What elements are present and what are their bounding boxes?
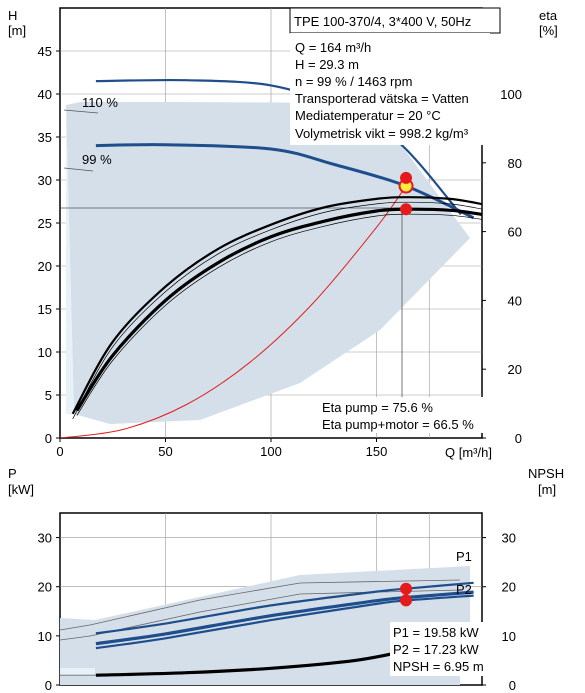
eta-readout-box <box>318 397 498 433</box>
npsh-curve <box>95 649 407 677</box>
h-tick-label: 15 <box>38 302 52 317</box>
eta-axis-label-line2: [%] <box>539 23 558 38</box>
title-box <box>289 7 501 34</box>
p2-text: P2 = 17.23 kW <box>393 642 479 657</box>
h-axis-label: H [m] <box>8 8 26 38</box>
npsh-text: NPSH = 6.95 m <box>393 659 484 674</box>
label-99: 99 % <box>82 152 112 167</box>
npsh-tick-label: 20 <box>502 580 516 595</box>
p1-text: P1 = 19.58 kW <box>393 625 479 640</box>
npsh-axis-label-line2: [m] <box>538 482 556 497</box>
info-box <box>290 33 490 145</box>
eta-total-curve-band <box>76 213 482 416</box>
power-chart: 0 10 20 30 0 10 20 30 P1 P2 P [kW] NPSH [m] P1 … <box>8 466 568 693</box>
npsh-axis-label: NPSH [m] <box>528 466 568 497</box>
h-tick-label: 35 <box>38 130 52 145</box>
eta-tick-label: 20 <box>508 362 522 377</box>
p-tick-label: 10 <box>38 629 52 644</box>
h-axis-label-line1: H <box>8 8 17 23</box>
info-line-fluid: Transporterad vätska = Vatten <box>295 91 469 106</box>
npsh-tick-label: 30 <box>502 531 516 546</box>
p1-point <box>400 582 413 595</box>
eta-tick-label: 60 <box>508 225 522 240</box>
npsh-tick-label: 0 <box>509 678 516 693</box>
eta-pump-curve <box>71 196 482 415</box>
eta-pump-point <box>400 171 413 184</box>
head-tick-labels: 0 5 10 15 20 25 30 35 40 45 0 50 100 150 0 20 40 60 80 100 <box>38 44 522 459</box>
info-line-temp: Mediatemperatur = 20 °C <box>295 108 441 123</box>
npsh-tick-label: 10 <box>502 629 516 644</box>
p2-point <box>400 594 413 607</box>
p-axis-label: P [kW] <box>8 466 34 497</box>
q-tick-label: 50 <box>158 444 172 459</box>
eta-axis-label: eta [%] <box>539 8 561 38</box>
chart-title: TPE 100-370/4, 3*400 V, 50Hz <box>294 14 471 29</box>
p2-label: P2 <box>456 582 472 597</box>
label-99-leader <box>63 167 94 172</box>
head-points <box>398 171 414 216</box>
q-tick-label: 150 <box>366 444 388 459</box>
power-readout: P1 = 19.58 kW P2 = 17.23 kW NPSH = 6.95 … <box>390 622 502 676</box>
system-curve <box>60 185 407 438</box>
label-110-leader <box>63 109 99 114</box>
h-tick-label: 40 <box>38 87 52 102</box>
eta-total-text: Eta pump+motor = 66.5 % <box>322 417 474 432</box>
h-tick-label: 25 <box>38 216 52 231</box>
p-tick-label: 0 <box>45 678 52 693</box>
eta-tick-label: 80 <box>508 156 522 171</box>
h-tick-label: 0 <box>45 431 52 446</box>
power-readout-box <box>390 622 502 676</box>
q-tick-label: 0 <box>56 444 63 459</box>
eta-total-curve <box>75 207 482 412</box>
eta-tick-label: 100 <box>500 87 522 102</box>
p1-label: P1 <box>456 549 472 564</box>
h-tick-label: 20 <box>38 259 52 274</box>
info-line-density: Volymetrisk vikt = 998.2 kg/m³ <box>295 126 469 141</box>
h-tick-label: 30 <box>38 173 52 188</box>
info-line-h: H = 29.3 m <box>295 57 359 72</box>
npsh-band <box>60 662 460 685</box>
head-light-area <box>66 105 74 414</box>
q-axis-label: Q [m³/h] <box>445 445 492 460</box>
eta-pump-text: Eta pump = 75.6 % <box>322 400 433 415</box>
label-110: 110 % <box>82 95 118 110</box>
info-line-n: n = 99 % / 1463 rpm <box>295 74 412 89</box>
p-thin-lower <box>60 589 461 641</box>
h-tick-label: 10 <box>38 345 52 360</box>
eta-axis-label-line1: eta <box>539 8 558 23</box>
p-tick-label: 30 <box>38 531 52 546</box>
power-tick-labels: 0 10 20 30 0 10 20 30 <box>38 531 516 693</box>
info-block: Q = 164 m³/h H = 29.3 m n = 99 % / 1463 … <box>290 33 490 145</box>
p-thin-upper <box>60 579 461 631</box>
p-axis-label-line2: [kW] <box>8 482 34 497</box>
npsh-axis-label-line1: NPSH <box>528 466 564 481</box>
power-points <box>400 582 413 607</box>
h-tick-label: 5 <box>45 388 52 403</box>
eta-tick-label: 0 <box>515 431 522 446</box>
h-axis-label-line2: [m] <box>8 23 26 38</box>
q-tick-label: 100 <box>260 444 282 459</box>
p-axis-label-line1: P <box>8 466 16 481</box>
eta-tick-label: 40 <box>508 293 522 308</box>
info-line-q: Q = 164 m³/h <box>295 40 371 55</box>
eta-pump-curve-band <box>72 201 482 420</box>
eta-total-point <box>400 203 413 216</box>
p-tick-label: 20 <box>38 580 52 595</box>
h-tick-label: 45 <box>38 44 52 59</box>
npsh-light <box>60 668 95 676</box>
head-operating-area <box>66 102 470 424</box>
eta-readout: Eta pump = 75.6 % Eta pump+motor = 66.5 … <box>318 397 498 433</box>
